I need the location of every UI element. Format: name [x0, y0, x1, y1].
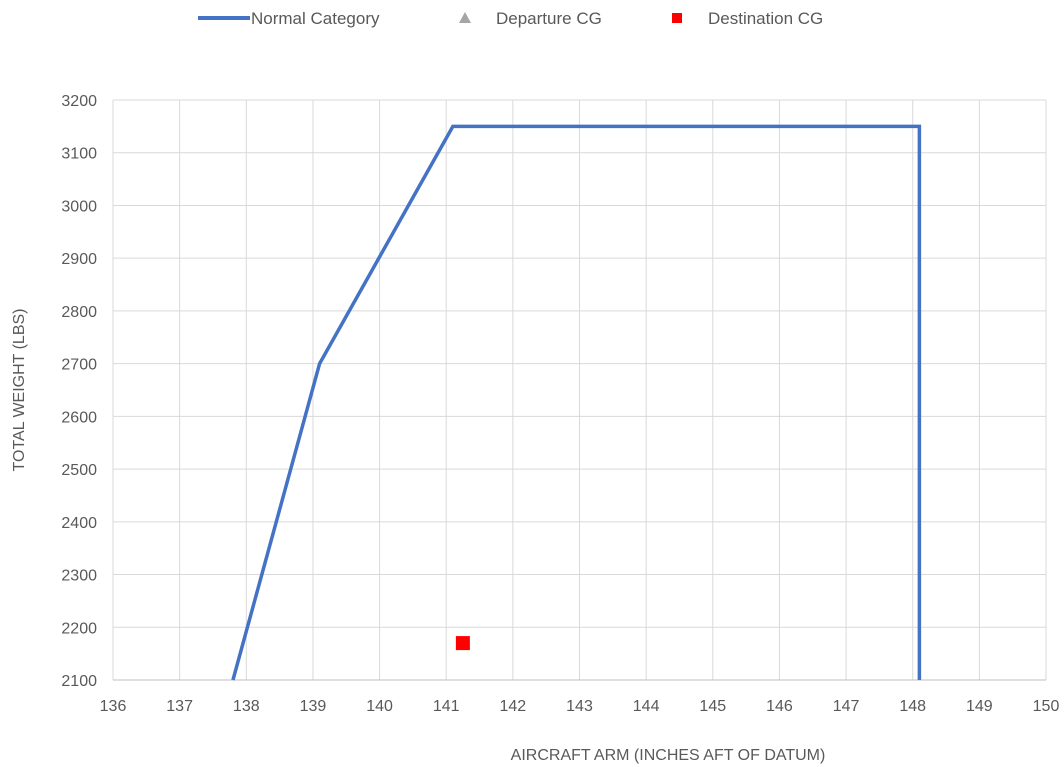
y-tick-label: 3200	[61, 93, 97, 110]
x-tick-label: 138	[233, 698, 260, 715]
y-tick-label: 2300	[61, 568, 97, 585]
x-tick-label: 148	[899, 698, 926, 715]
x-tick-label: 150	[1033, 698, 1060, 715]
x-tick-label: 137	[166, 698, 193, 715]
y-tick-label: 2600	[61, 409, 97, 426]
plot-series	[231, 124, 922, 681]
y-tick-label: 2400	[61, 515, 97, 532]
legend-label: Normal Category	[251, 9, 380, 28]
legend: Normal Category Departure CG Destination C…	[198, 9, 823, 28]
series-line-normal-category	[231, 124, 922, 681]
legend-label: Destination CG	[708, 9, 823, 28]
y-tick-label: 2700	[61, 357, 97, 374]
y-tick-label: 3100	[61, 146, 97, 163]
x-axis-title: AIRCRAFT ARM (INCHES AFT OF DATUM)	[511, 747, 826, 764]
y-tick-label: 3000	[61, 198, 97, 215]
x-tick-label: 142	[500, 698, 527, 715]
y-tick-label: 2200	[61, 620, 97, 637]
destination-cg-point	[455, 636, 470, 651]
x-tick-label: 149	[966, 698, 993, 715]
legend-label: Departure CG	[496, 9, 602, 28]
y-tick-label: 2800	[61, 304, 97, 321]
x-axis-ticks: 136 137 138 139 140 141 142 143 144 145 146 147 148 1…	[100, 698, 1060, 715]
x-tick-label: 145	[699, 698, 726, 715]
y-axis-title: TOTAL WEIGHT (LBS)	[11, 309, 28, 472]
x-tick-label: 143	[566, 698, 593, 715]
x-tick-label: 136	[100, 698, 127, 715]
gridlines	[112, 99, 1047, 681]
y-axis-ticks: 2100 2200 2300 2400 2500 2600 2700 2800 2900 3000…	[61, 93, 97, 690]
y-tick-label: 2500	[61, 462, 97, 479]
legend-triangle-symbol	[459, 12, 471, 23]
x-tick-label: 144	[633, 698, 660, 715]
y-tick-label: 2900	[61, 251, 97, 268]
x-tick-label: 139	[300, 698, 327, 715]
legend-square-symbol	[672, 13, 682, 23]
x-tick-label: 140	[366, 698, 393, 715]
y-tick-label: 2100	[61, 673, 97, 690]
x-tick-label: 146	[766, 698, 793, 715]
x-tick-label: 141	[433, 698, 460, 715]
x-tick-label: 147	[833, 698, 860, 715]
